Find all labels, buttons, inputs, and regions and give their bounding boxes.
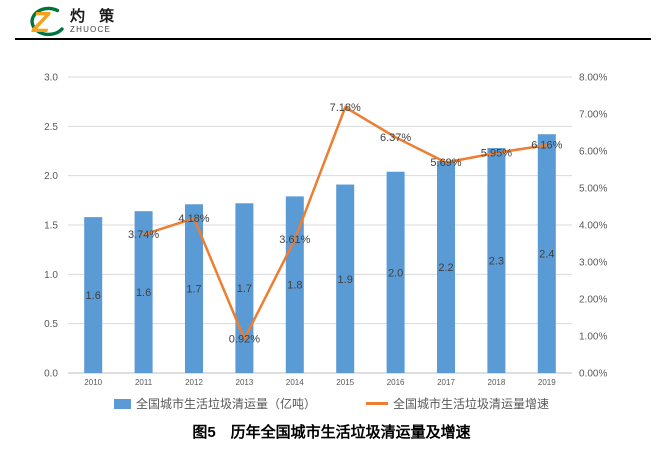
left-axis-tick: 0.5 <box>44 319 58 330</box>
left-axis-tick: 2.5 <box>44 122 58 133</box>
zhuoce-logo-icon: Z <box>30 6 64 38</box>
svg-text:Z: Z <box>31 7 51 38</box>
left-axis-tick: 3.0 <box>44 73 58 84</box>
x-axis-tick: 2018 <box>488 378 506 387</box>
chart-legend: 全国城市生活垃圾清运量（亿吨） 全国城市生活垃圾清运量增速 <box>0 395 663 412</box>
legend-item-bar: 全国城市生活垃圾清运量（亿吨） <box>113 395 316 412</box>
x-axis-tick: 2011 <box>135 378 153 387</box>
header-divider <box>15 38 651 40</box>
x-axis-tick: 2014 <box>286 378 304 387</box>
left-axis-tick: 1.5 <box>44 221 58 232</box>
bar-series-label: 全国城市生活垃圾清运量（亿吨） <box>135 397 316 411</box>
bar-value-label: 1.8 <box>287 280 302 292</box>
right-axis-tick: 8.00% <box>579 73 607 84</box>
right-axis-tick: 6.00% <box>579 147 607 158</box>
line-value-label: 3.74% <box>128 229 159 241</box>
x-axis-tick: 2013 <box>236 378 254 387</box>
right-axis-tick: 1.00% <box>579 332 607 343</box>
company-logo: Z 灼 策 ZHUOCE <box>24 4 119 38</box>
x-axis-tick: 2016 <box>387 378 405 387</box>
bar-value-label: 1.7 <box>186 284 201 296</box>
right-axis-tick: 5.00% <box>579 184 607 195</box>
bar-series-swatch <box>113 398 131 409</box>
bar-value-label: 1.6 <box>136 287 151 299</box>
logo-name-en: ZHUOCE <box>70 24 111 34</box>
figure-caption: 图5 历年全国城市生活垃圾清运量及增速 <box>192 424 471 441</box>
line-value-label: 5.95% <box>481 147 512 159</box>
bar <box>285 196 304 373</box>
bar <box>336 184 355 373</box>
line-value-label: 0.92% <box>229 333 260 345</box>
bar <box>537 134 556 373</box>
bar-value-label: 2.4 <box>539 249 554 261</box>
bar <box>386 171 405 373</box>
right-axis-tick: 3.00% <box>579 258 607 269</box>
line-value-label: 7.18% <box>330 102 361 114</box>
x-axis-tick: 2019 <box>538 378 556 387</box>
line-value-label: 6.16% <box>531 140 562 152</box>
left-axis-tick: 0.0 <box>44 369 58 380</box>
right-axis-tick: 4.00% <box>579 221 607 232</box>
bar-value-label: 2.0 <box>388 267 403 279</box>
left-axis-tick: 2.0 <box>44 171 58 182</box>
line-value-label: 3.61% <box>279 234 310 246</box>
x-axis-tick: 2010 <box>84 378 102 387</box>
x-axis-tick: 2017 <box>437 378 455 387</box>
line-value-label: 6.37% <box>380 132 411 144</box>
right-axis-tick: 7.00% <box>579 110 607 121</box>
bar-value-label: 2.2 <box>438 262 453 274</box>
bar-value-label: 2.3 <box>489 256 504 268</box>
combo-chart: 0.0 0.5 1.0 1.5 2.0 2.5 3.0 0.00% 1.00% 2.00% 3.00… <box>44 73 607 388</box>
line-series-swatch <box>366 402 388 405</box>
x-axis-tick: 2012 <box>185 378 203 387</box>
bar <box>185 204 203 373</box>
bar <box>437 160 455 373</box>
logo-name-cn: 灼 策 <box>70 7 120 25</box>
x-axis-tick: 2015 <box>336 378 354 387</box>
growth-line <box>142 106 549 341</box>
bar-value-label: 1.9 <box>338 274 353 286</box>
bar <box>487 148 506 373</box>
left-axis-tick: 1.0 <box>44 270 58 281</box>
legend-item-line: 全国城市生活垃圾清运量增速 <box>366 395 549 412</box>
right-axis-tick: 2.00% <box>579 295 607 306</box>
bar <box>134 211 153 373</box>
bar-value-label: 1.6 <box>86 290 101 302</box>
line-series-label: 全国城市生活垃圾清运量增速 <box>393 397 550 411</box>
right-axis-tick: 0.00% <box>579 369 607 380</box>
line-value-label: 5.69% <box>430 157 461 169</box>
bar-value-label: 1.7 <box>237 283 252 295</box>
line-value-label: 4.18% <box>178 213 209 225</box>
bar <box>84 217 103 373</box>
